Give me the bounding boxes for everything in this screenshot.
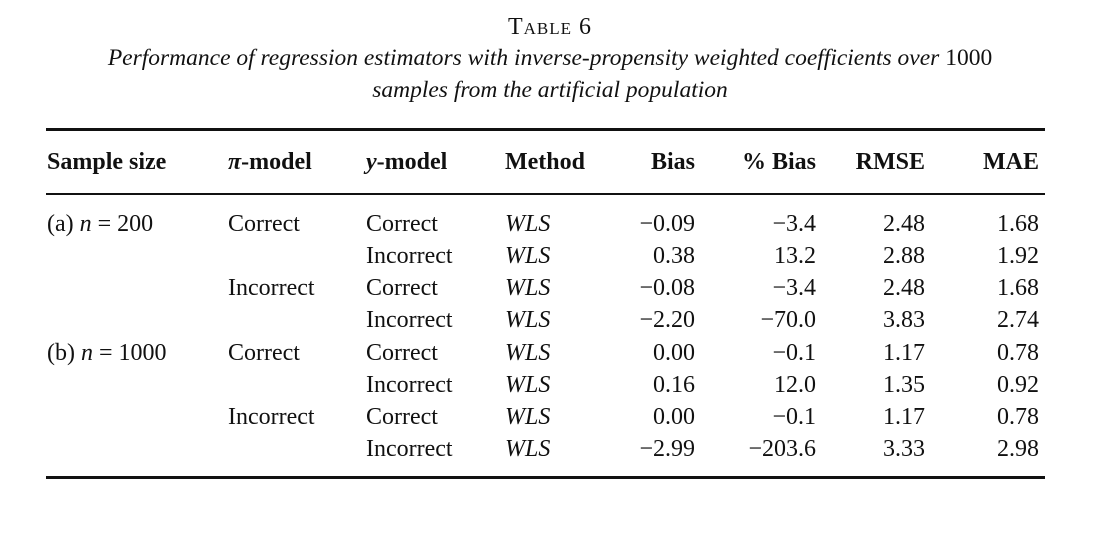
table-row: Incorrect WLS −2.99 −203.6 3.33 2.98 [0, 433, 1100, 465]
cell-bias: −2.99 [639, 436, 695, 462]
cell-y-model: Incorrect [366, 243, 453, 269]
cell-method: WLS [505, 436, 551, 462]
cell-bias: 0.00 [653, 404, 695, 430]
cell-y-model: Correct [366, 340, 438, 366]
header-sample-size: Sample size [47, 149, 167, 175]
table-row: (a) n = 200 Correct Correct WLS −0.09 −3… [0, 208, 1100, 240]
cell-pct-bias: −203.6 [748, 436, 816, 462]
cell-bias: −0.09 [639, 211, 695, 237]
size-eq: = 200 [91, 211, 154, 237]
header-method: Method [505, 149, 585, 175]
cell-pct-bias: −70.0 [760, 307, 816, 333]
cell-y-model: Incorrect [366, 372, 453, 398]
cell-rmse: 2.88 [883, 243, 925, 269]
cell-rmse: 1.17 [883, 340, 925, 366]
cell-bias: 0.38 [653, 243, 695, 269]
header-pi-suffix: -model [241, 149, 312, 175]
bottom-rule [46, 476, 1045, 479]
table-label: Table 6 [507, 14, 593, 40]
header-y-model: y-model [366, 146, 447, 178]
cell-mae: 0.78 [997, 404, 1039, 430]
table-row: Incorrect WLS 0.16 12.0 1.35 0.92 [0, 369, 1100, 401]
caption-number: 1000 [945, 45, 993, 71]
header-pi-model: π-model [228, 146, 312, 178]
header-rmse: RMSE [855, 149, 925, 175]
cell-sample-size: (a) n = 200 [47, 208, 153, 240]
table-caption: Table 6 Performance of regression estima… [0, 12, 1100, 106]
cell-mae: 1.68 [997, 211, 1039, 237]
cell-method: WLS [505, 372, 551, 398]
size-prefix: (b) [47, 340, 81, 366]
top-rule [46, 128, 1045, 131]
cell-bias: 0.00 [653, 340, 695, 366]
table-row: Incorrect Correct WLS 0.00 −0.1 1.17 0.7… [0, 401, 1100, 433]
cell-mae: 1.68 [997, 275, 1039, 301]
cell-rmse: 1.17 [883, 404, 925, 430]
cell-rmse: 2.48 [883, 275, 925, 301]
mid-rule [46, 193, 1045, 195]
cell-rmse: 3.83 [883, 307, 925, 333]
header-y-symbol: y [366, 149, 377, 175]
header-pct-bias: % Bias [741, 149, 816, 175]
caption-text: Performance of regression estimators wit… [45, 42, 1055, 106]
size-eq: = 1000 [92, 340, 167, 366]
header-mae: MAE [983, 149, 1039, 175]
cell-pct-bias: −3.4 [772, 275, 816, 301]
cell-method: WLS [505, 307, 551, 333]
cell-mae: 0.92 [997, 372, 1039, 398]
cell-pct-bias: 12.0 [774, 372, 816, 398]
cell-sample-size: (b) n = 1000 [47, 337, 167, 369]
table-row: Incorrect WLS −2.20 −70.0 3.83 2.74 [0, 304, 1100, 336]
cell-method: WLS [505, 275, 551, 301]
cell-mae: 2.74 [997, 307, 1039, 333]
caption-text-before: Performance of regression estimators wit… [107, 45, 946, 71]
cell-rmse: 1.35 [883, 372, 925, 398]
cell-y-model: Correct [366, 404, 438, 430]
size-n: n [79, 211, 92, 237]
cell-mae: 1.92 [997, 243, 1039, 269]
cell-pct-bias: −0.1 [772, 340, 816, 366]
caption-text-after: samples from the artificial population [372, 77, 728, 103]
cell-bias: −2.20 [639, 307, 695, 333]
table-row: Incorrect Correct WLS −0.08 −3.4 2.48 1.… [0, 272, 1100, 304]
cell-method: WLS [505, 404, 551, 430]
cell-mae: 0.78 [997, 340, 1039, 366]
table-row: (b) n = 1000 Correct Correct WLS 0.00 −0… [0, 337, 1100, 369]
cell-pi-model: Correct [228, 340, 300, 366]
cell-method: WLS [505, 211, 551, 237]
cell-pct-bias: −3.4 [772, 211, 816, 237]
cell-pct-bias: 13.2 [774, 243, 816, 269]
cell-rmse: 3.33 [883, 436, 925, 462]
header-pi-symbol: π [228, 149, 242, 175]
cell-mae: 2.98 [997, 436, 1039, 462]
cell-bias: 0.16 [653, 372, 695, 398]
cell-bias: −0.08 [639, 275, 695, 301]
cell-y-model: Correct [366, 211, 438, 237]
cell-pi-model: Correct [228, 211, 300, 237]
cell-pi-model: Incorrect [228, 404, 315, 430]
cell-y-model: Incorrect [366, 307, 453, 333]
size-prefix: (a) [47, 211, 80, 237]
table-row: Incorrect WLS 0.38 13.2 2.88 1.92 [0, 240, 1100, 272]
cell-y-model: Correct [366, 275, 438, 301]
cell-pi-model: Incorrect [228, 275, 315, 301]
size-n: n [80, 340, 93, 366]
header-y-suffix: -model [376, 149, 448, 175]
header-bias: Bias [650, 149, 695, 175]
cell-method: WLS [505, 243, 551, 269]
cell-method: WLS [505, 340, 551, 366]
cell-y-model: Incorrect [366, 436, 453, 462]
cell-pct-bias: −0.1 [772, 404, 816, 430]
cell-rmse: 2.48 [883, 211, 925, 237]
table-header-row: Sample size π-model y-model Method Bias … [0, 146, 1100, 180]
